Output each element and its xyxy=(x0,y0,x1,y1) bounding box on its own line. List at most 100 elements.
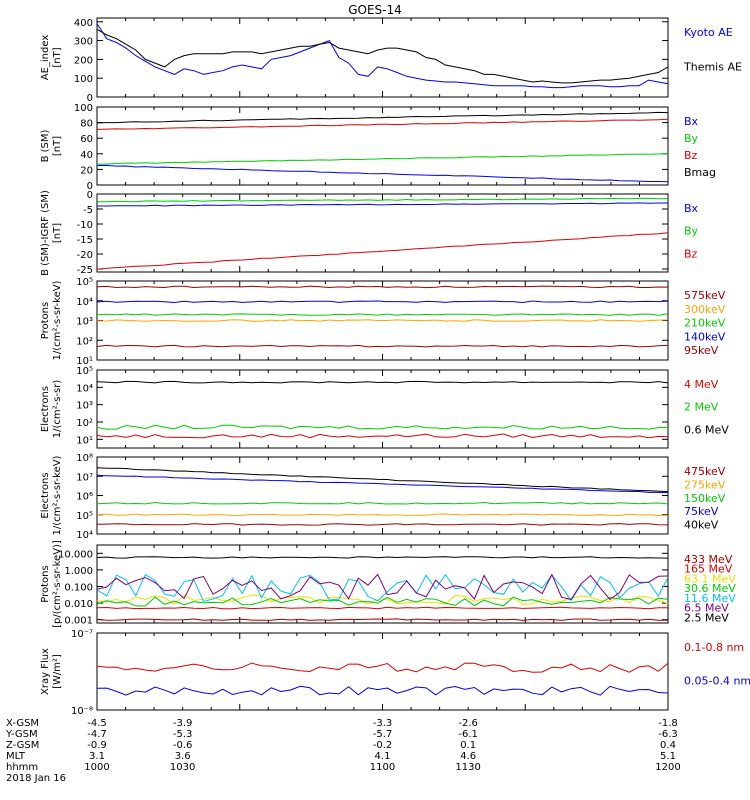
series-line-575keV xyxy=(96,285,669,289)
x-row-value: -3.9 xyxy=(173,718,193,729)
series-line-165-MeV xyxy=(96,606,668,610)
x-row-label: Y-GSM xyxy=(5,729,38,740)
y-tick-label: -20 xyxy=(77,250,93,261)
y-tick-label: 0.001 xyxy=(64,616,93,627)
legend-label: 150keV xyxy=(684,492,726,505)
series-line-40keV xyxy=(96,467,669,493)
x-row-label: hhmm xyxy=(6,762,38,773)
y-tick-label: 200 xyxy=(74,55,93,66)
series-line-150keV xyxy=(96,501,669,505)
x-row-label: 2018 Jan 16 xyxy=(6,773,66,784)
y-tick-label: 10⁵ xyxy=(76,366,93,377)
x-row-value: 0.4 xyxy=(660,740,676,751)
y-tick-label: 10.000 xyxy=(58,549,93,560)
legend-label: 575keV xyxy=(684,289,726,302)
x-row-value: 4.6 xyxy=(460,751,476,762)
legend-label: Themis AE xyxy=(683,61,742,74)
legend-label: 475keV xyxy=(684,465,726,478)
y-tick-label: 300 xyxy=(74,37,93,48)
y-tick-label: 0 xyxy=(87,190,93,201)
x-row-value: -0.2 xyxy=(373,740,393,751)
y-tick-label: -15 xyxy=(77,235,93,246)
figure-title: GOES-14 xyxy=(348,3,402,17)
series-line-433-MeV xyxy=(96,618,669,621)
y-axis-label: 1/(cm²-s-sr-keV) xyxy=(52,455,63,535)
series-line-0.05-0.4-nm xyxy=(96,685,669,696)
legend-label: 275keV xyxy=(684,478,726,491)
y-tick-label: 0.010 xyxy=(64,599,93,610)
series-line-275keV xyxy=(96,513,669,517)
x-row-value: -0.9 xyxy=(87,740,107,751)
panel-ae: 400 300 200 100 0 AE_index [nT] Kyoto AE Themis … xyxy=(40,17,742,104)
y-tick-label: 1.000 xyxy=(64,566,93,577)
y-tick-label: 10⁻⁷ xyxy=(71,629,93,640)
panel-frame xyxy=(96,17,669,98)
x-row-value: -6.1 xyxy=(458,729,478,740)
x-row-label: Z-GSM xyxy=(6,740,39,751)
y-axis-label: AE_index xyxy=(40,35,51,81)
y-tick-label: 10⁵ xyxy=(76,511,93,522)
y-tick-label: 40 xyxy=(80,150,93,161)
y-tick-label: 10⁷ xyxy=(76,472,93,483)
y-tick-label: 10³ xyxy=(76,401,93,412)
legend-label: 433 MeV xyxy=(684,553,733,566)
x-row-label: MLT xyxy=(6,751,26,762)
y-axis-label: Xray Flux xyxy=(40,648,51,695)
legend-label: 4 MeV xyxy=(684,378,719,391)
y-tick-label: -5 xyxy=(83,205,93,216)
legend-label: Kyoto AE xyxy=(684,26,733,39)
series-line-Kyoto-AE xyxy=(96,23,669,89)
legend-label: 30.6 MeV xyxy=(684,582,736,595)
y-tick-label: 10⁴ xyxy=(76,530,93,541)
panel-electrons2: 10⁸ 10⁷ 10⁶ 10⁵ 10⁴ Electrons 1/(cm²-s-sr-keV)… xyxy=(40,453,726,541)
legend-label: By xyxy=(684,225,699,238)
series-line-95keV xyxy=(96,344,669,348)
x-tick-label: 1030 xyxy=(170,762,195,773)
legend-label: 2 MeV xyxy=(684,401,719,414)
legend-label: 75keV xyxy=(684,505,719,518)
x-row-value: -5.7 xyxy=(373,729,393,740)
y-tick-label: 10⁴ xyxy=(76,383,93,394)
x-tick-label: 1000 xyxy=(84,762,109,773)
series-line-140keV xyxy=(96,300,669,304)
x-row-value: -4.7 xyxy=(87,729,107,740)
panel-b: 100 80 60 40 20 0 B (SM) [nT] Bx By Bz Bmag xyxy=(40,103,716,192)
y-tick-label: 10⁻⁸ xyxy=(71,706,93,717)
y-tick-label: 10¹ xyxy=(76,435,93,446)
series-line-Bx xyxy=(97,202,668,207)
series-line-4-MeV xyxy=(96,433,669,439)
y-tick-label: 10⁴ xyxy=(76,297,93,308)
x-row-value: 5.1 xyxy=(660,751,676,762)
x-row-value: -1.8 xyxy=(658,718,678,729)
panel-xray: 10⁻⁷ 10⁻⁸ Xray Flux [W/m²] 0.1-0.8 nm 0.05-0.… xyxy=(40,629,750,717)
legend-label: 140keV xyxy=(684,330,726,343)
legend-label: Bmag xyxy=(684,166,716,179)
y-axis-label: B (SM)-IGRF (SM) xyxy=(40,190,51,276)
y-axis-label: [nT] xyxy=(52,223,63,243)
x-row-value: 3.6 xyxy=(175,751,191,762)
y-axis-label: Protons xyxy=(40,302,51,339)
legend-label: 63.1 MeV xyxy=(684,572,736,585)
x-row-value: 4.1 xyxy=(375,751,391,762)
legend-label: 2.5 MeV xyxy=(684,611,729,624)
series-line-75keV xyxy=(96,474,669,494)
legend-label: 0.1-0.8 nm xyxy=(684,641,744,654)
legend-label: 40keV xyxy=(684,519,719,532)
y-tick-label: 100 xyxy=(74,74,93,85)
y-axis-label: Protons xyxy=(40,565,51,602)
y-axis-label: [nT] xyxy=(52,136,63,156)
legend-label: Bx xyxy=(684,115,699,128)
y-tick-label: 0 xyxy=(87,181,93,192)
legend-label: By xyxy=(684,132,699,145)
y-axis-label: 1/(cm²-s-sr-keV) xyxy=(52,280,63,360)
x-row-value: -0.6 xyxy=(173,740,193,751)
panel-protons: 10⁵ 10⁴ 10³ 10² 10¹ Protons 1/(cm²-s-sr-keV) 57… xyxy=(40,277,726,367)
legend-label: Bz xyxy=(684,149,698,162)
y-tick-label: 60 xyxy=(80,134,93,145)
x-row-value: 3.1 xyxy=(89,751,105,762)
series-line-2.5-MeV xyxy=(96,556,669,559)
series-line-2-MeV xyxy=(96,424,669,430)
series-line-Bmag xyxy=(96,111,669,124)
x-tick-label: 1130 xyxy=(455,762,480,773)
series-line-0.6-MeV xyxy=(96,380,669,384)
